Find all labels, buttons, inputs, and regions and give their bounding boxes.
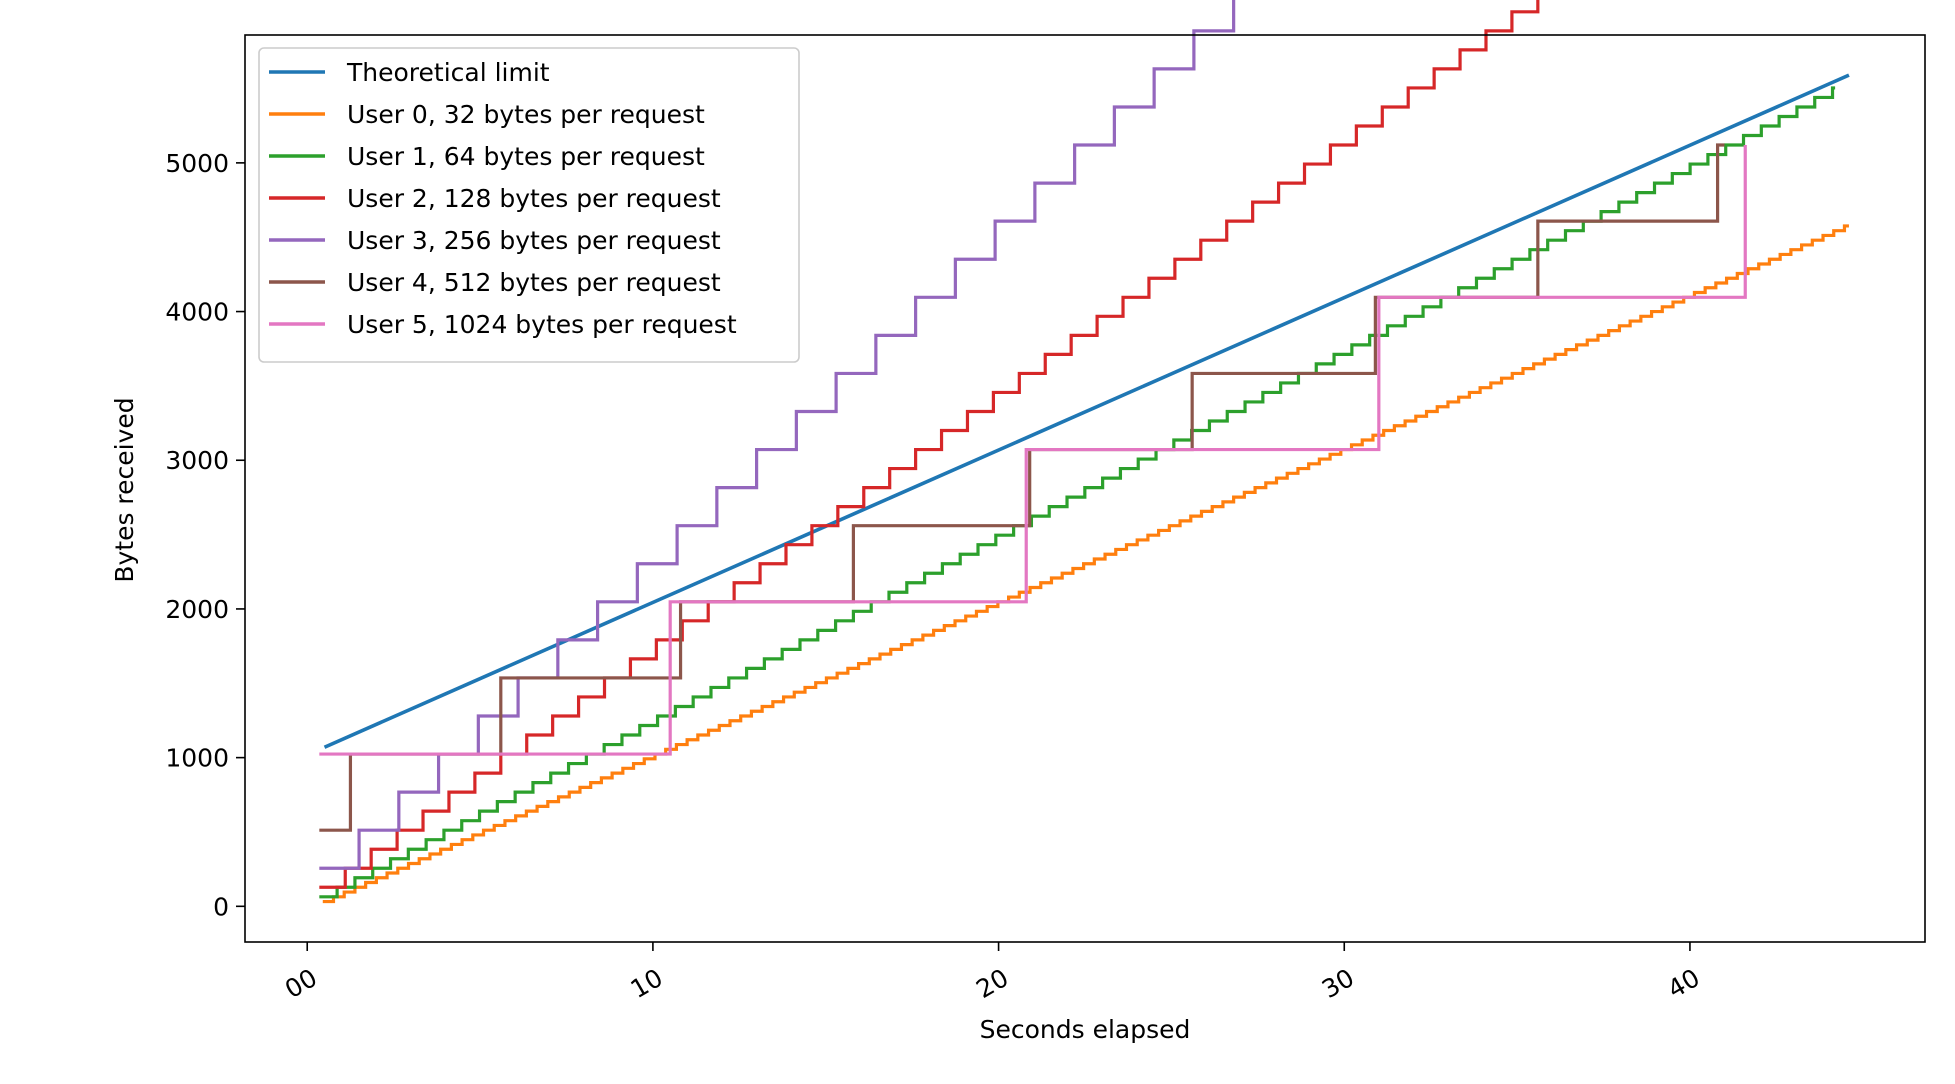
y-tick-label-2: 2000: [165, 595, 229, 624]
series-line-6: [319, 145, 1747, 756]
series-layer: [319, 0, 1850, 904]
series-line-4: [319, 0, 1236, 870]
y-tick-label-1: 1000: [165, 744, 229, 773]
legend-box: [258, 47, 800, 363]
legend-label-2: User 1, 64 bytes per request: [347, 142, 705, 171]
legend-label-3: User 2, 128 bytes per request: [347, 184, 721, 213]
y-tick-label-5: 5000: [165, 149, 229, 178]
legend-label-4: User 3, 256 bytes per request: [347, 226, 721, 255]
y-tick-label-0: 0: [213, 892, 229, 921]
series-line-0: [323, 73, 1850, 749]
legend-label-0: Theoretical limit: [346, 58, 550, 87]
legend-label-6: User 5, 1024 bytes per request: [347, 310, 737, 339]
plot-frame: [244, 34, 1926, 943]
series-line-3: [319, 0, 1540, 889]
y-tick-label-3: 3000: [165, 446, 229, 475]
series-line-5: [319, 143, 1725, 832]
x-axis-label: Seconds elapsed: [980, 1015, 1191, 1044]
legend: Theoretical limit User 0, 32 bytes per re…: [258, 47, 800, 363]
legend-label-5: User 4, 512 bytes per request: [347, 268, 721, 297]
series-line-1: [322, 224, 1849, 904]
legend-label-1: User 0, 32 bytes per request: [347, 100, 705, 129]
y-axis-label: Bytes received: [110, 397, 139, 582]
y-axis: 0 1000 2000 3000 4000 5000: [165, 149, 245, 921]
y-tick-label-4: 4000: [165, 298, 229, 327]
